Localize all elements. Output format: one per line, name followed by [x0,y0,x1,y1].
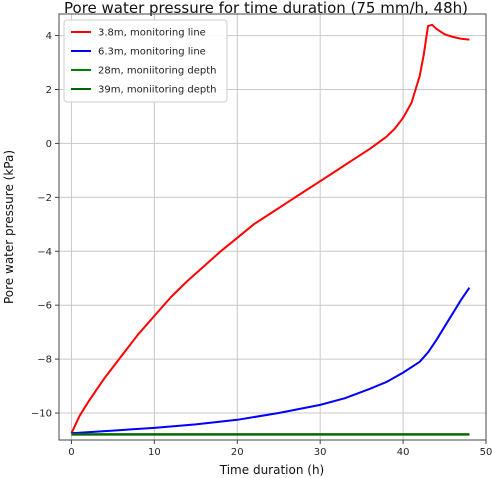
y-tick-label: −6 [37,301,52,312]
y-tick-label: −4 [37,247,52,258]
x-tick-label: 40 [397,447,410,458]
legend-label: 39m, moniitoring depth [98,85,216,96]
y-axis-title: Pore water pressure (kPa) [2,150,16,304]
x-tick-label: 20 [231,447,244,458]
y-tick-label: −8 [37,355,52,366]
y-tick-label: 2 [46,85,52,96]
x-axis: 0 10 20 30 40 50 [68,440,492,458]
legend: 3.8m, monitoring line 6.3m, monitoring li… [63,19,228,103]
y-tick-label: 0 [46,139,52,150]
series-line-2 [71,287,471,435]
legend-box [63,19,228,103]
chart-title: Pore water pressure for time duration (7… [64,0,468,17]
y-tick-label: −10 [31,409,52,420]
legend-label: 3.8m, monitoring line [98,28,206,39]
y-tick-label: −2 [37,193,52,204]
plot-frame [58,13,487,441]
x-tick-label: 0 [68,447,74,458]
legend-label: 28m, moniitoring depth [98,66,216,77]
x-tick-label: 30 [314,447,327,458]
y-axis: −10 −8 −6 −4 −2 0 2 4 [31,31,59,420]
x-axis-title: Time duration (h) [219,463,324,477]
legend-label: 6.3m, monitoring line [98,47,206,58]
plot-series [70,23,471,436]
series-line-1 [70,23,470,434]
x-tick-label: 10 [148,447,161,458]
y-tick-label: 4 [46,31,52,42]
x-tick-label: 50 [480,447,492,458]
